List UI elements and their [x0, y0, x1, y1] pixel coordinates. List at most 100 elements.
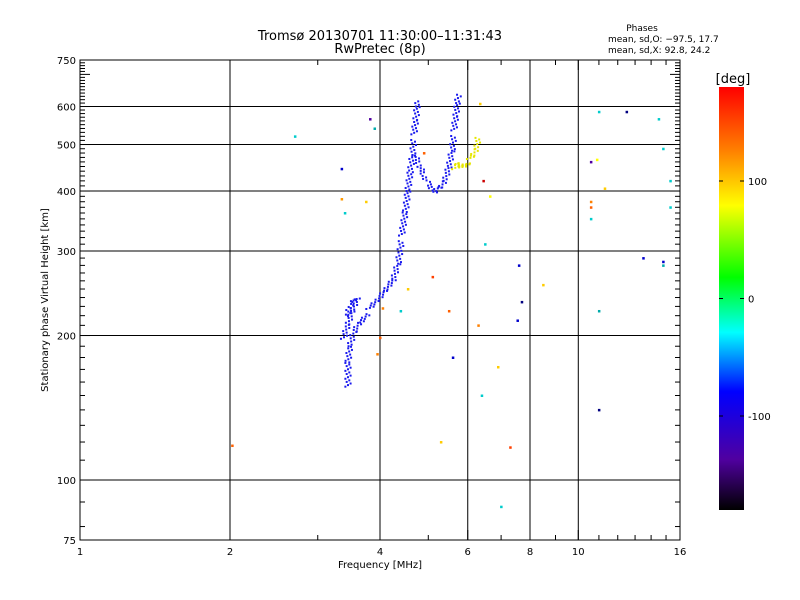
phase-stats-heading: Phases [626, 24, 658, 34]
trace-point [410, 167, 413, 170]
trace-point [383, 287, 386, 290]
trace-point [419, 169, 422, 172]
trace-point [441, 186, 444, 189]
trace-point [464, 165, 467, 168]
scatter-point [439, 441, 443, 444]
trace-point [415, 115, 418, 118]
scatter-point [379, 336, 382, 340]
x-tick-label: 4 [377, 547, 383, 558]
trace-point [427, 184, 430, 187]
trace-point [407, 195, 410, 198]
trace-point [449, 163, 452, 166]
trace-point [348, 371, 351, 374]
y-tick-label: 500 [57, 141, 76, 152]
trace-point [417, 100, 420, 103]
trace-point [344, 377, 347, 380]
scatter-point [509, 446, 512, 449]
trace-point [391, 277, 394, 280]
trace-point [409, 147, 412, 150]
trace-point [412, 128, 415, 131]
scatter-point [489, 195, 492, 198]
trace-point [454, 108, 457, 111]
trace-point [394, 279, 397, 282]
trace-point [451, 168, 454, 171]
trace-point [386, 288, 389, 291]
y-tick-label: 300 [57, 247, 76, 258]
scatter-point [662, 264, 665, 267]
x-tick-label: 6 [465, 547, 471, 558]
trace-point [414, 124, 417, 127]
trace-point [453, 117, 456, 120]
trace-point [348, 350, 351, 353]
trace-point [349, 366, 352, 369]
trace-point [349, 300, 352, 303]
trace-point [408, 157, 411, 160]
trace-point [419, 172, 422, 175]
scatter-point [340, 198, 344, 201]
trace-point [446, 164, 449, 167]
scatter-point [477, 324, 480, 327]
trace-point [453, 148, 456, 151]
trace-point [358, 297, 361, 300]
trace-point [409, 180, 412, 183]
trace-point [413, 109, 416, 112]
trace-point [457, 100, 460, 103]
trace-point [445, 178, 448, 181]
trace-point [350, 312, 353, 315]
trace-point [406, 182, 409, 185]
trace-point [349, 345, 352, 348]
trace-point [449, 143, 452, 146]
trace-point [360, 323, 363, 326]
trace-point [425, 179, 428, 182]
trace-point [457, 162, 460, 165]
trace-point [413, 149, 416, 152]
trace-point [398, 234, 401, 237]
trace-point [412, 145, 415, 148]
trace-point [402, 209, 405, 212]
trace-point [345, 365, 348, 368]
trace-point [469, 156, 472, 159]
trace-point [351, 318, 354, 321]
trace-point [365, 307, 368, 310]
trace-point [432, 190, 435, 193]
scatter-point [625, 110, 629, 114]
trace-point [356, 327, 359, 330]
trace-point [356, 324, 359, 327]
colorbar-tick-label: -100 [748, 412, 771, 423]
colorbar [719, 87, 744, 510]
trace-point [405, 213, 408, 216]
x-tick-label: 2 [227, 547, 233, 558]
scatter-point [595, 158, 599, 162]
scatter-point [373, 127, 377, 130]
trace-point [396, 248, 399, 251]
trace-point [401, 222, 404, 225]
trace-point [351, 301, 354, 304]
trace-point [475, 139, 478, 142]
scatter-point [496, 365, 500, 369]
trace-point [478, 138, 481, 141]
trace-point [347, 305, 350, 308]
trace-point [393, 266, 396, 269]
scatter-point [516, 319, 519, 322]
trace-point [413, 154, 416, 157]
scatter-point [365, 200, 368, 204]
trace-point [457, 163, 460, 166]
trace-point [436, 191, 439, 194]
trace-point [415, 107, 418, 110]
trace-point [416, 110, 419, 113]
scatter-point [589, 206, 593, 209]
trace-point [348, 323, 351, 326]
trace-point [450, 135, 453, 138]
trace-point [378, 294, 381, 297]
trace-point [411, 171, 414, 174]
trace-point [349, 374, 352, 377]
trace-point [345, 352, 348, 355]
trace-point [454, 98, 457, 101]
phase-stats-x: mean, sd,X: 92.8, 24.2 [608, 46, 710, 56]
trace-point [455, 126, 458, 129]
trace-point [401, 211, 404, 214]
trace-point [438, 184, 441, 187]
trace-point [411, 142, 414, 145]
trace-point [410, 139, 413, 142]
y-tick-label: 750 [57, 56, 76, 67]
